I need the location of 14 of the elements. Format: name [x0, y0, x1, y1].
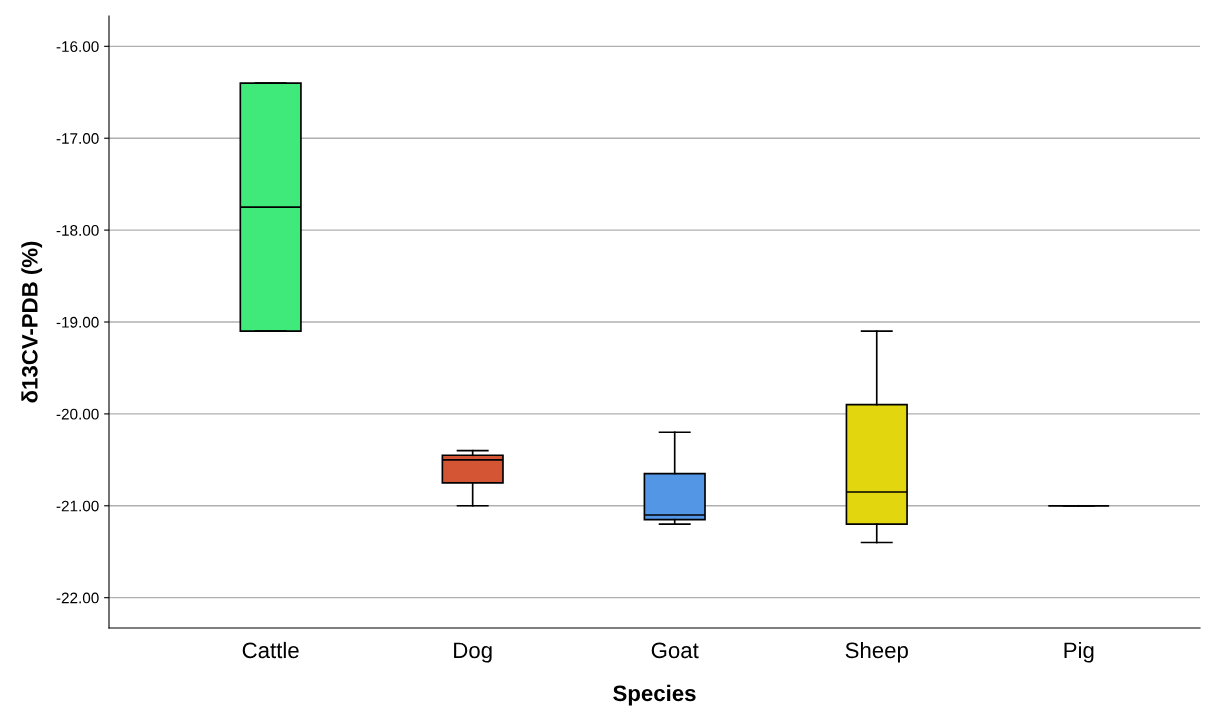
- y-tick-label: -18.00: [56, 224, 99, 236]
- y-axis-title: δ13CV-PDB (%): [21, 241, 43, 403]
- x-tick-label: Goat: [651, 642, 699, 659]
- x-tick-label: Sheep: [845, 641, 908, 663]
- x-tick-label: Dog: [454, 642, 492, 663]
- y-tick-label: -20.00: [56, 408, 99, 420]
- y-tick-label: -16.00: [56, 41, 99, 53]
- y-tick-label: -22.00: [56, 592, 99, 604]
- y-tick-label: -19.00: [56, 316, 99, 328]
- y-tick-label: -17.00: [56, 133, 99, 144]
- x-tick-label: Cattle: [242, 641, 299, 659]
- y-tick-label: -21.00: [56, 500, 99, 512]
- x-tick-label: Pig: [1064, 641, 1094, 663]
- x-axis-title: Species: [613, 684, 696, 706]
